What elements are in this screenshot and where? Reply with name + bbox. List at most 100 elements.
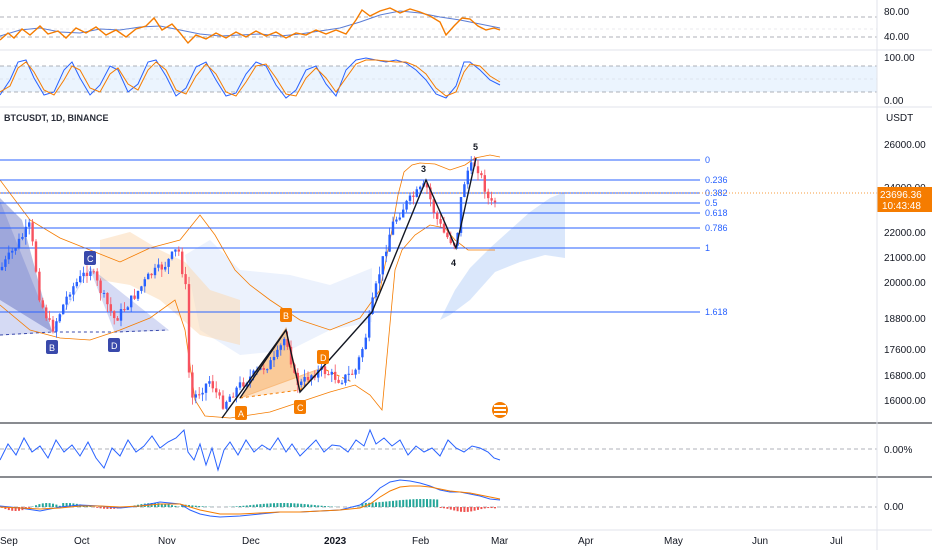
candle-body xyxy=(72,286,75,295)
macd-hist-bar xyxy=(327,506,330,507)
percent-oscillator-pane: 0.00% xyxy=(0,428,912,472)
macd-hist-bar xyxy=(449,507,452,510)
macd-hist-bar xyxy=(109,507,112,509)
macd-hist-bar xyxy=(443,507,445,509)
macd-pane: 0.00 xyxy=(0,479,904,518)
time-label-jul: Jul xyxy=(830,536,843,547)
macd-hist-bar xyxy=(415,499,418,507)
macd-hist-bar xyxy=(463,507,466,512)
macd-hist-bar xyxy=(154,503,156,507)
macd-hist-bar xyxy=(45,503,48,507)
candle-body xyxy=(449,237,452,244)
candle-body xyxy=(419,186,422,190)
macd-hist-bar xyxy=(286,503,289,507)
time-label-mar: Mar xyxy=(491,536,509,547)
candle-body xyxy=(96,271,99,281)
macd-hist-bar xyxy=(303,504,306,507)
macd-hist-bar xyxy=(58,505,61,507)
candle-body xyxy=(164,266,167,270)
currency-label: USDT xyxy=(886,113,913,124)
blue-point-d: D xyxy=(108,338,120,352)
price-tick-18800: 18800.00 xyxy=(884,314,926,325)
macd-hist-bar xyxy=(99,507,102,509)
top-fast-line xyxy=(0,7,501,45)
price-tick-17600: 17600.00 xyxy=(884,345,926,356)
macd-hist-bar xyxy=(262,503,265,507)
candle-body xyxy=(82,272,85,277)
signal-line xyxy=(0,485,501,515)
macd-hist-bar xyxy=(300,503,303,507)
macd-hist-bar xyxy=(429,499,432,507)
candle-body xyxy=(11,250,14,253)
macd-hist-bar xyxy=(106,507,109,509)
candle-body xyxy=(157,264,160,268)
candle-body xyxy=(432,199,435,213)
candle-body xyxy=(198,394,201,396)
candle-body xyxy=(160,264,163,270)
macd-hist-bar xyxy=(480,507,483,510)
macd-hist-bar xyxy=(174,505,177,507)
us-flag-icon[interactable] xyxy=(492,402,508,418)
fib-retracement[interactable]: 0 0.236 0.382 0.5 0.618 0.786 1 1.618 xyxy=(0,155,728,317)
macd-hist-bar xyxy=(28,507,31,508)
macd-hist-bar xyxy=(405,499,408,507)
time-label-may: May xyxy=(664,536,683,547)
orange-point-b: B xyxy=(280,308,292,322)
stoch-d-line xyxy=(0,59,501,97)
price-tick-22000: 22000.00 xyxy=(884,228,926,239)
macd-hist-bar xyxy=(7,507,10,511)
macd-hist-bar xyxy=(470,507,473,512)
candle-body xyxy=(337,379,340,383)
time-label-sep: Sep xyxy=(0,536,18,547)
candle-body xyxy=(0,266,4,270)
macd-hist-bar xyxy=(419,499,422,507)
candle-body xyxy=(323,366,327,375)
macd-hist-bar xyxy=(324,506,326,507)
candle-body xyxy=(405,200,408,210)
candle-body xyxy=(14,248,17,251)
candle-body xyxy=(470,162,473,171)
candle-body xyxy=(296,372,299,386)
candle-body xyxy=(344,374,347,383)
candle-body xyxy=(85,272,89,276)
macd-hist-bar xyxy=(402,499,405,507)
candle-body xyxy=(476,166,480,174)
macd-hist-bar xyxy=(398,500,401,507)
macd-hist-bar xyxy=(167,504,170,507)
blue-point-c: C xyxy=(84,251,96,265)
macd-hist-bar xyxy=(164,503,167,507)
candle-body xyxy=(17,238,21,249)
candle-body xyxy=(371,297,374,315)
macd-hist-bar xyxy=(381,501,384,507)
candle-body xyxy=(395,219,398,222)
candle-body xyxy=(174,249,177,252)
fib-label-0786: 0.786 xyxy=(705,223,728,233)
candle-body xyxy=(140,286,143,291)
candle-body xyxy=(194,394,197,398)
candle-body xyxy=(442,223,446,233)
candle-body xyxy=(58,314,61,322)
candle-body xyxy=(225,401,228,409)
candle-body xyxy=(126,307,129,310)
macd-hist-bar xyxy=(483,507,486,509)
time-axis: Sep Oct Nov Dec 2023 Feb Mar Apr May Jun… xyxy=(0,536,843,547)
macd-hist-bar xyxy=(113,507,116,509)
candle-body xyxy=(31,222,34,242)
macd-hist-bar xyxy=(293,503,296,507)
macd-hist-bar xyxy=(69,503,71,507)
time-label-oct: Oct xyxy=(74,536,90,547)
macd-hist-bar xyxy=(276,503,279,507)
orange-point-a: A xyxy=(235,406,247,420)
time-label-feb: Feb xyxy=(412,536,430,547)
candle-body xyxy=(228,396,231,402)
candle-body xyxy=(242,382,245,387)
candle-body xyxy=(272,356,276,361)
stoch-k-line xyxy=(0,57,501,99)
price-tick-20000: 20000.00 xyxy=(884,278,926,289)
candle-body xyxy=(385,251,388,257)
candle-body xyxy=(167,258,170,267)
candle-body xyxy=(310,375,313,380)
macd-hist-bar xyxy=(460,507,462,512)
candle-body xyxy=(65,296,68,305)
